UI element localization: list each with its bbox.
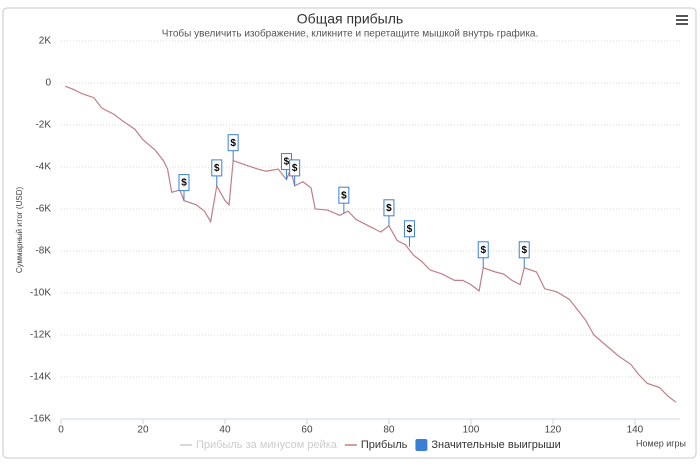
flag-text: $ [341,190,347,201]
chart-subtitle: Чтобы увеличить изображение, кликните и … [162,28,539,40]
series-line [64,85,677,403]
legend-label: Прибыль [361,439,408,451]
flag-text: $ [230,138,236,149]
x-tick-label: 80 [383,425,395,436]
x-tick-label: 0 [58,425,64,436]
flag-box [403,220,415,238]
chart-title: Общая прибыль [297,11,403,27]
x-tick-label: 40 [219,425,231,436]
y-tick-label: -16K [30,414,51,425]
legend-label: Прибыль за минусом рейка [196,439,338,451]
flag-text: $ [214,163,220,174]
flag: $ [477,241,489,268]
menu-bar [676,23,688,25]
flag-box [477,241,489,259]
flag-box [383,199,395,217]
flag-box [227,134,239,152]
y-tick-label: -12K [30,330,51,341]
y-tick-label: -8K [35,246,51,257]
menu-bar [676,19,688,21]
y-tick-label: -2K [35,120,51,131]
legend-item[interactable]: Прибыль [344,439,408,451]
flag-box [338,186,350,204]
x-tick-label: 60 [301,425,313,436]
flag-text: $ [480,245,486,256]
y-tick-label: -10K [30,288,51,299]
legend-label: Значительные выигрыши [431,439,560,451]
flag: $ [227,134,239,161]
flag: $ [338,186,350,214]
flag: $ [403,220,415,247]
x-tick-label: 120 [545,425,562,436]
legend-item[interactable]: Значительные выигрыши [415,439,561,451]
x-axis-title: Номер игры [636,438,686,448]
y-tick-label: -14K [30,372,51,383]
flag: $ [383,199,395,226]
menu-bar [676,15,688,17]
flag-text: $ [521,245,527,256]
legend-item[interactable]: Прибыль за минусом рейка [180,439,338,451]
flag-text: $ [292,163,298,174]
y-tick-label: 0 [45,78,51,89]
flag: $ [518,241,530,268]
legend-swatch [415,439,428,451]
y-tick-label: -6K [35,204,51,215]
y-tick-label: 2K [39,36,52,47]
flag-box [289,159,301,177]
flag-text: $ [386,203,392,214]
flag-box [518,241,530,259]
y-axis-title: Суммарный итог (USD) [15,187,24,274]
chart-frame [2,7,697,459]
flag-text: $ [284,157,290,168]
flag-text: $ [407,224,413,235]
x-tick-label: 140 [627,425,644,436]
flag: $ [289,159,301,186]
flag: $ [211,159,223,186]
flag-text: $ [181,178,187,189]
menu-button[interactable] [676,15,688,25]
flag-box [211,159,223,177]
y-tick-label: -4K [35,162,51,173]
x-tick-label: 100 [463,425,480,436]
flag-box [178,174,190,192]
x-tick-label: 20 [137,425,149,436]
flag: $ [178,174,190,201]
